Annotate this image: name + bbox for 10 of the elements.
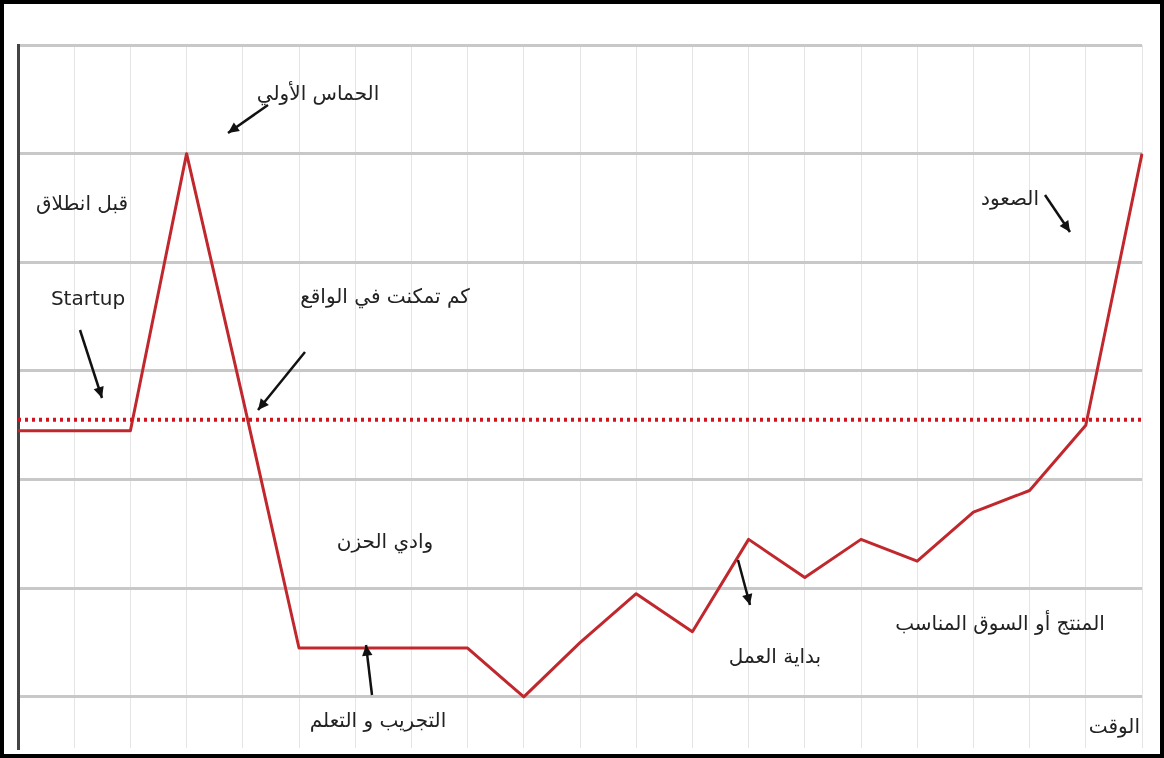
text: الحماس الأولي	[256, 81, 380, 107]
annotation: المنتج أو السوق المناسب	[895, 610, 1105, 636]
annotation: كم تمكنت في الواقع	[300, 284, 471, 310]
x-axis-title: الوقت	[1088, 714, 1140, 739]
annotation: قبل انطلاق	[35, 191, 129, 216]
annotation: وادي الحزن	[336, 529, 434, 555]
annotation: Startup	[50, 286, 126, 311]
annotation: الصعود	[981, 186, 1039, 211]
annotation: بداية العمل	[728, 644, 822, 669]
text: التجريب و التعلم	[309, 708, 447, 733]
